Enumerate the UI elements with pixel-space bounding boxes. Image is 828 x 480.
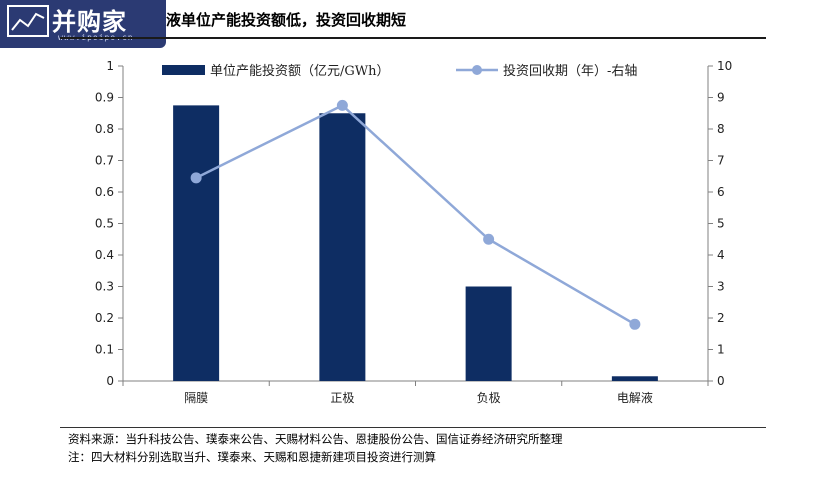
line-point [190, 172, 202, 184]
y-left-tick-label: 0.2 [95, 311, 114, 325]
y-left-tick-label: 0.6 [95, 185, 114, 199]
legend-label-line: 投资回收期（年）-右轴 [503, 63, 637, 79]
y-left-tick-label: 0 [106, 374, 114, 388]
chart-logo-icon [7, 5, 49, 37]
footer-divider [60, 427, 766, 428]
y-right-tick-label: 9 [717, 91, 725, 105]
title-divider [60, 37, 766, 39]
bar [611, 376, 658, 381]
line-point [629, 318, 641, 330]
watermark-brand: 并购家 [52, 8, 127, 36]
y-left-tick-label: 0.3 [95, 280, 114, 294]
x-tick-label: 负极 [477, 391, 501, 405]
page-title: 液单位产能投资额低，投资回收期短 [166, 11, 407, 29]
y-left-tick-label: 0.5 [95, 217, 114, 231]
y-right-tick-label: 1 [717, 343, 725, 357]
y-left-tick-label: 0.9 [95, 91, 114, 105]
source-note: 资料来源：当升科技公告、璞泰来公告、天赐材料公告、恩捷股份公告、国信证券经济研究… [68, 432, 563, 446]
line-point [336, 99, 348, 111]
x-tick-label: 隔膜 [184, 391, 208, 405]
y-right-tick-label: 10 [717, 59, 732, 73]
footnote: 注：四大材料分别选取当升、璞泰来、天赐和恩捷新建项目投资进行测算 [68, 450, 436, 464]
y-right-tick-label: 7 [717, 154, 725, 168]
line-point [483, 233, 495, 245]
legend-swatch-marker [472, 65, 482, 75]
y-right-tick-label: 3 [717, 280, 725, 294]
y-right-tick-label: 8 [717, 122, 725, 136]
y-left-tick-label: 0.1 [95, 343, 114, 357]
y-right-tick-label: 4 [717, 248, 725, 262]
bar [173, 105, 220, 381]
y-left-tick-label: 0.8 [95, 122, 114, 136]
bar [465, 286, 512, 381]
x-tick-label: 正极 [330, 391, 354, 405]
y-right-tick-label: 5 [717, 217, 725, 231]
y-left-tick-label: 1 [106, 59, 114, 73]
line-series [195, 103, 636, 326]
bar [319, 113, 366, 381]
legend-label-bar: 单位产能投资额（亿元/GWh） [210, 63, 390, 79]
legend-swatch-bar [162, 65, 205, 75]
y-left-tick-label: 0.4 [95, 248, 114, 262]
chart: 00.10.20.30.40.50.60.70.80.9101234567891… [95, 59, 732, 405]
y-right-tick-label: 0 [717, 374, 725, 388]
y-right-tick-label: 2 [717, 311, 725, 325]
y-left-tick-label: 0.7 [95, 154, 114, 168]
y-right-tick-label: 6 [717, 185, 725, 199]
x-tick-label: 电解液 [617, 390, 653, 405]
